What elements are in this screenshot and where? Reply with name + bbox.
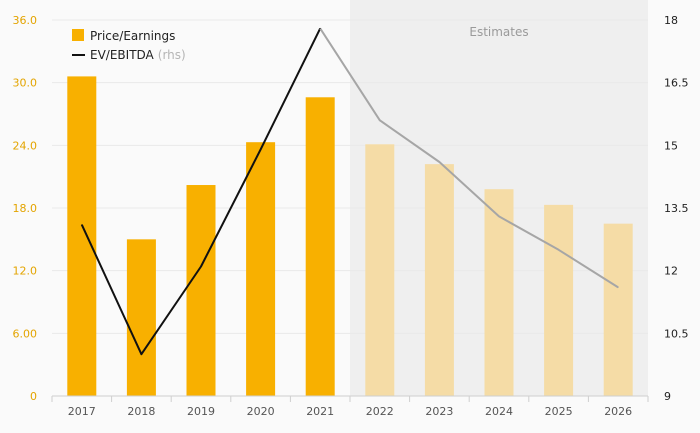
bar-2017	[67, 76, 97, 397]
ev-ebitda-line-estimate	[319, 27, 619, 289]
x-tick-label-2020: 2020	[247, 405, 275, 418]
y-right-tick-label-5: 16.5	[664, 77, 689, 90]
bar-2022	[365, 144, 395, 396]
bar-2025	[544, 204, 574, 396]
bar-2018	[126, 239, 156, 396]
x-tick-label-2018: 2018	[127, 405, 155, 418]
ev-ebitda-point-2020	[260, 149, 262, 151]
y-left-tick-label-6: 36.0	[13, 14, 38, 27]
ev-ebitda-point-2021	[319, 27, 321, 29]
y-left-tick-label-5: 30.0	[13, 77, 38, 90]
y-left-tick-label-1: 6.00	[13, 327, 38, 340]
x-tick-label-2021: 2021	[306, 405, 334, 418]
legend-label-price-earnings: Price/Earnings	[90, 29, 175, 43]
bar-2019	[186, 185, 216, 396]
bar-2024	[484, 189, 514, 396]
legend-label-rhs-suffix: (rhs)	[158, 48, 186, 62]
y-right-tick-label-1: 10.5	[664, 327, 689, 340]
x-tick-label-2019: 2019	[187, 405, 215, 418]
ev-ebitda-point-2018	[140, 353, 142, 355]
legend-label-ev-ebitda: EV/EBITDA (rhs)	[90, 48, 186, 62]
x-tick-label-2017: 2017	[68, 405, 96, 418]
bar-2023	[424, 164, 454, 396]
y-left-tick-label-4: 24.0	[13, 139, 38, 152]
legend: Price/Earnings EV/EBITDA (rhs)	[72, 29, 186, 62]
x-tick-label-2023: 2023	[425, 405, 453, 418]
ev-ebitda-point-2024	[498, 215, 500, 217]
ev-ebitda-point-2022	[379, 119, 381, 121]
ev-ebitda-point-2023	[438, 161, 440, 163]
y-left-tick-label-2: 12.0	[13, 265, 38, 278]
bar-2020	[246, 142, 276, 396]
x-tick-label-2024: 2024	[485, 405, 513, 418]
y-left-tick-label-0: 0	[30, 390, 37, 403]
y-right-tick-label-2: 12	[664, 265, 678, 278]
x-tick-label-2025: 2025	[545, 405, 573, 418]
ev-ebitda-point-2019	[200, 265, 202, 267]
estimates-label: Estimates	[469, 25, 528, 39]
x-tick-label-2026: 2026	[604, 405, 632, 418]
x-tick-label-2022: 2022	[366, 405, 394, 418]
legend-swatch-price-earnings	[72, 29, 84, 41]
bar-2026	[603, 223, 633, 396]
ev-ebitda-point-2025	[558, 249, 560, 251]
y-right-tick-label-6: 18	[664, 14, 678, 27]
ev-ebitda-point-2017	[81, 224, 83, 226]
y-right-tick-label-4: 15	[664, 139, 678, 152]
y-right-tick-label-0: 9	[664, 390, 671, 403]
bar-2021	[305, 97, 335, 397]
y-left-tick-label-3: 18.0	[13, 202, 38, 215]
ev-ebitda-point-2026	[617, 286, 619, 288]
y-right-tick-label-3: 13.5	[664, 202, 689, 215]
